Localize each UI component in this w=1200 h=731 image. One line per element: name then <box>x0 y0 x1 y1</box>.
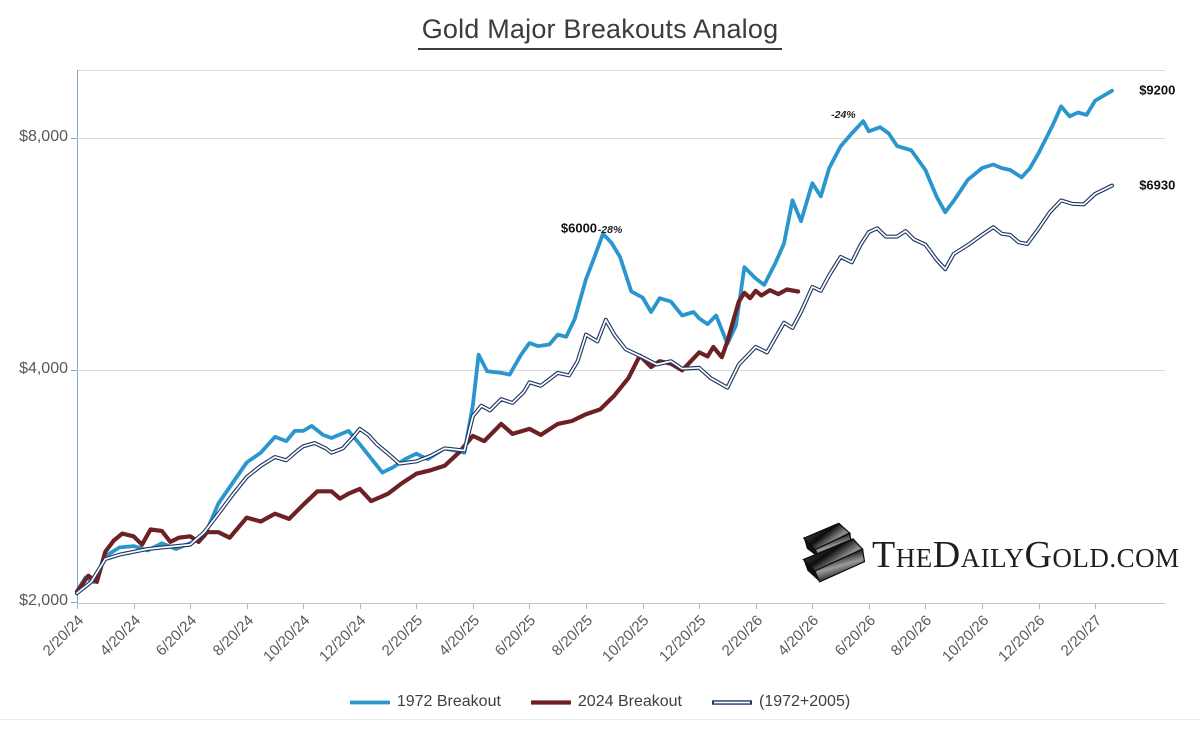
legend-label: (1972+2005) <box>758 693 851 710</box>
x-tick <box>925 604 927 609</box>
y-tick <box>71 369 77 371</box>
x-tick <box>472 604 474 609</box>
gold-bar-icon <box>802 522 866 583</box>
x-tick <box>1038 604 1040 609</box>
x-tick <box>529 604 531 609</box>
logo-seg: HE <box>895 543 933 573</box>
legend-item-1972-breakout: 1972 Breakout <box>349 693 501 711</box>
logo-seg: AILY <box>960 543 1025 573</box>
annotation-28: -28% <box>597 224 623 237</box>
legend-swatch-double-line <box>711 699 752 705</box>
x-tick <box>133 604 135 609</box>
series-line-1972-breakout <box>75 88 1114 594</box>
legend-label: 2024 Breakout <box>577 693 682 710</box>
title-area: Gold Major Breakouts Analog <box>0 14 1200 50</box>
x-tick <box>303 604 305 609</box>
legend-label: 1972 Breakout <box>396 693 501 710</box>
logo-seg: T <box>872 534 896 576</box>
x-tick <box>1095 604 1097 609</box>
plot-top-border <box>77 70 1165 71</box>
x-tick <box>699 604 701 609</box>
x-tick <box>246 604 248 609</box>
chart-title: Gold Major Breakouts Analog <box>417 14 783 50</box>
x-tick <box>190 604 192 609</box>
y-tick <box>71 137 77 139</box>
x-tick <box>586 604 588 609</box>
x-tick <box>642 604 644 609</box>
y-tick-label: $2,000 <box>19 591 68 609</box>
legend: 1972 Breakout 2024 Breakout (1972+2005) <box>0 693 1200 711</box>
x-tick <box>77 604 78 609</box>
y-tick <box>71 601 77 603</box>
y-axis-line <box>77 70 78 603</box>
annotation-9200: $9200 <box>1139 82 1176 98</box>
x-axis-line <box>77 603 1165 604</box>
logo-seg: G <box>1024 534 1053 576</box>
gridline-8000 <box>77 137 1165 139</box>
logo-seg: D <box>932 534 961 576</box>
x-tick <box>868 604 870 609</box>
x-tick <box>755 604 757 609</box>
x-tick <box>416 604 418 609</box>
legend-swatch-blue-line <box>349 700 390 704</box>
series-line-inner-highlight <box>76 184 1113 595</box>
x-tick <box>359 604 361 609</box>
annotation-6930: $6930 <box>1139 177 1176 193</box>
annotation-24: -24% <box>831 109 856 122</box>
y-tick-label: $4,000 <box>19 359 68 377</box>
thedailygold-watermark: THEDAILYGOLD.COM <box>784 522 1180 588</box>
logo-seg: OLD <box>1052 543 1110 573</box>
annotation-6000: $6000 <box>560 220 598 236</box>
legend-item-2024-breakout: 2024 Breakout <box>530 693 682 711</box>
logo-text: THEDAILYGOLD.COM <box>872 533 1180 577</box>
legend-swatch-maroon-line <box>530 699 571 705</box>
footer-divider <box>0 719 1200 720</box>
y-tick-label: $8,000 <box>19 127 68 145</box>
legend-item-1972-2005: (1972+2005) <box>711 693 851 711</box>
logo-seg: .COM <box>1109 543 1180 573</box>
series-line-2024-breakout <box>74 287 801 594</box>
gridline-4000 <box>77 369 1165 371</box>
x-tick <box>812 604 814 609</box>
x-tick <box>981 604 983 609</box>
